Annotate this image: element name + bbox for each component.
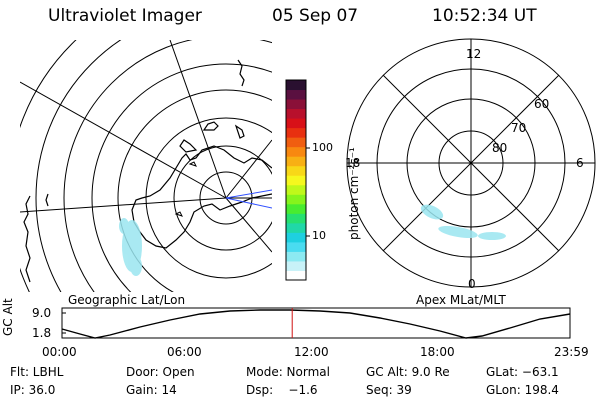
door-status: Door: Open bbox=[126, 365, 195, 379]
mlt-line-diagonal bbox=[382, 74, 560, 252]
altitude-y-label-max: 9.0 bbox=[32, 306, 52, 320]
geographic-longitude: GLon: 198.4 bbox=[486, 383, 559, 397]
color-bar-label-10: 10 bbox=[312, 229, 326, 242]
dsp-value: Dsp: −1.6 bbox=[246, 383, 318, 397]
geographic-latitude: GLat: −63.1 bbox=[486, 365, 559, 379]
sun-direction-line bbox=[225, 189, 272, 199]
lat-circle bbox=[117, 89, 272, 292]
color-bar-swatch bbox=[286, 137, 306, 148]
meridian-line bbox=[169, 40, 227, 199]
mlt-label-18: 18 bbox=[345, 156, 361, 170]
lat-circle bbox=[173, 145, 272, 251]
color-bar-label-100: 100 bbox=[312, 141, 333, 154]
color-bar-swatch bbox=[286, 175, 306, 186]
color-bar-swatch bbox=[286, 203, 306, 214]
time-label-0600: 06:00 bbox=[167, 345, 202, 359]
color-bar-swatch bbox=[286, 156, 306, 167]
instrument-title: Ultraviolet Imager bbox=[48, 6, 202, 26]
time-label-2359: 23:59 bbox=[554, 345, 589, 359]
color-bar-swatch bbox=[286, 108, 306, 119]
meridian-line bbox=[225, 139, 272, 199]
color-bar-swatch bbox=[286, 232, 306, 243]
coastline bbox=[131, 145, 272, 249]
color-bar-swatch bbox=[286, 194, 306, 205]
color-bar-swatch bbox=[286, 127, 306, 138]
observation-time: 10:52:34 UT bbox=[432, 6, 537, 26]
geographic-caption: Geographic Lat/Lon bbox=[68, 293, 186, 307]
time-label-0000: 00:00 bbox=[42, 345, 77, 359]
mlt-label-0: 0 bbox=[468, 277, 476, 291]
lat-circle bbox=[145, 117, 272, 279]
color-bar-swatch bbox=[286, 146, 306, 157]
magnetic-caption: Apex MLat/MLT bbox=[416, 293, 506, 307]
color-bar-swatch bbox=[286, 80, 306, 91]
ip-value: IP: 36.0 bbox=[10, 383, 56, 397]
meridian-line bbox=[20, 197, 227, 213]
lat-circle bbox=[91, 63, 272, 292]
color-bar-frame bbox=[285, 79, 307, 281]
time-label-1200: 12:00 bbox=[294, 345, 329, 359]
sun-direction-line bbox=[225, 197, 272, 209]
island bbox=[188, 161, 197, 167]
mlat-label-70: 70 bbox=[511, 121, 527, 135]
color-bar-swatch bbox=[286, 89, 306, 100]
sequence-number: Seq: 39 bbox=[366, 383, 412, 397]
mlat-label-60: 60 bbox=[534, 97, 550, 111]
aurora-patch bbox=[119, 218, 142, 276]
time-label-1800: 18:00 bbox=[420, 345, 455, 359]
color-bar-swatch bbox=[286, 222, 306, 233]
altitude-axis-label: GC Alt bbox=[1, 298, 15, 336]
filter-value: Flt: LBHL bbox=[10, 365, 64, 379]
mlt-label-12: 12 bbox=[466, 47, 482, 61]
altitude-plot-frame bbox=[61, 307, 571, 339]
coastline bbox=[202, 121, 219, 131]
color-bar-swatch bbox=[286, 270, 306, 281]
coastline bbox=[234, 124, 245, 139]
island bbox=[174, 211, 183, 217]
mode-status: Mode: Normal bbox=[246, 365, 330, 379]
color-bar-swatches bbox=[286, 80, 306, 281]
altitude-curve bbox=[61, 309, 571, 339]
lat-circle bbox=[63, 40, 272, 292]
gc-altitude: GC Alt: 9.0 Re bbox=[366, 365, 450, 379]
color-bar-swatch bbox=[286, 165, 306, 176]
lat-circle bbox=[35, 40, 122, 292]
coastline bbox=[23, 195, 31, 283]
coastline bbox=[237, 59, 245, 87]
color-bar-swatch bbox=[286, 251, 306, 262]
color-bar-swatch bbox=[286, 99, 306, 110]
color-bar-swatch bbox=[286, 184, 306, 195]
aurora-oval bbox=[420, 204, 506, 240]
gain-value: Gain: 14 bbox=[126, 383, 177, 397]
mlt-label-6: 6 bbox=[576, 156, 584, 170]
color-bar-swatch bbox=[286, 241, 306, 252]
color-bar-swatch bbox=[286, 213, 306, 224]
color-bar-swatch bbox=[286, 260, 306, 271]
meridian-line bbox=[225, 197, 272, 253]
observation-date: 05 Sep 07 bbox=[272, 6, 359, 26]
color-bar-swatch bbox=[286, 118, 306, 129]
mlat-label-80: 80 bbox=[492, 141, 508, 155]
meridian-line bbox=[20, 81, 227, 199]
coastline bbox=[45, 193, 49, 207]
altitude-y-label-min: 1.8 bbox=[32, 326, 52, 340]
coastline bbox=[179, 139, 198, 153]
